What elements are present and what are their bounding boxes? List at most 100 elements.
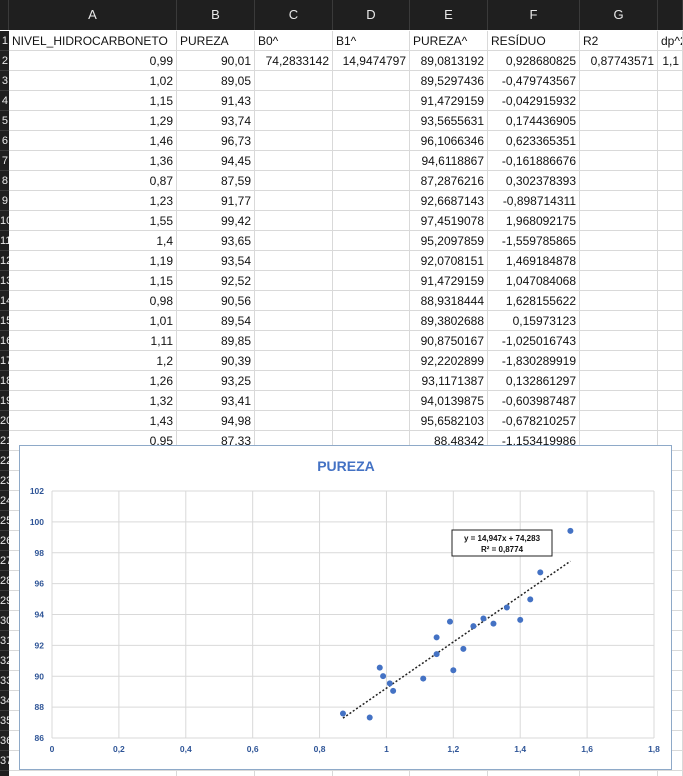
row-header[interactable]: 34 (0, 691, 9, 711)
data-cell[interactable]: 94,45 (177, 151, 255, 171)
data-cell[interactable] (333, 251, 410, 271)
data-cell[interactable] (333, 71, 410, 91)
data-cell[interactable] (333, 331, 410, 351)
empty-cell[interactable] (177, 771, 255, 776)
row-header[interactable]: 31 (0, 631, 9, 651)
data-cell[interactable]: 1,46 (9, 131, 177, 151)
data-cell[interactable] (658, 331, 683, 351)
data-cell[interactable]: 0,302378393 (488, 171, 580, 191)
data-cell[interactable] (255, 371, 333, 391)
row-header[interactable]: 29 (0, 591, 9, 611)
data-cell[interactable] (255, 351, 333, 371)
row-header[interactable]: 17 (0, 351, 9, 371)
data-cell[interactable] (255, 411, 333, 431)
data-cell[interactable] (333, 231, 410, 251)
data-cell[interactable] (658, 411, 683, 431)
row-header[interactable]: 22 (0, 451, 9, 471)
data-cell[interactable] (658, 171, 683, 191)
row-header[interactable]: 25 (0, 511, 9, 531)
data-cell[interactable]: 14,9474797 (333, 51, 410, 71)
data-cell[interactable] (333, 91, 410, 111)
data-cell[interactable] (580, 351, 658, 371)
data-cell[interactable] (580, 331, 658, 351)
row-header[interactable]: 36 (0, 731, 9, 751)
data-cell[interactable] (333, 391, 410, 411)
data-cell[interactable]: 1,1 (658, 51, 683, 71)
data-cell[interactable]: 90,56 (177, 291, 255, 311)
data-cell[interactable]: 0,15973123 (488, 311, 580, 331)
header-cell[interactable]: B0^ (255, 31, 333, 51)
data-cell[interactable] (658, 311, 683, 331)
row-header[interactable]: 27 (0, 551, 9, 571)
data-cell[interactable] (255, 171, 333, 191)
row-header[interactable]: 28 (0, 571, 9, 591)
row-header[interactable]: 10 (0, 211, 9, 231)
data-cell[interactable] (580, 231, 658, 251)
data-cell[interactable]: -0,603987487 (488, 391, 580, 411)
row-header[interactable]: 23 (0, 471, 9, 491)
data-cell[interactable]: 0,623365351 (488, 131, 580, 151)
row-header[interactable]: 12 (0, 251, 9, 271)
row-header[interactable]: 24 (0, 491, 9, 511)
data-cell[interactable] (255, 311, 333, 331)
data-cell[interactable]: 1,55 (9, 211, 177, 231)
data-cell[interactable]: 1,36 (9, 151, 177, 171)
data-cell[interactable] (580, 251, 658, 271)
data-cell[interactable] (333, 131, 410, 151)
data-cell[interactable]: 91,4729159 (410, 91, 488, 111)
data-cell[interactable] (333, 191, 410, 211)
empty-cell[interactable] (580, 771, 658, 776)
data-cell[interactable]: -0,479743567 (488, 71, 580, 91)
header-cell[interactable]: NIVEL_HIDROCARBONETO (9, 31, 177, 51)
data-cell[interactable] (580, 111, 658, 131)
data-cell[interactable]: -1,559785865 (488, 231, 580, 251)
data-cell[interactable]: 89,85 (177, 331, 255, 351)
data-cell[interactable] (580, 311, 658, 331)
data-cell[interactable]: 1,15 (9, 271, 177, 291)
data-cell[interactable] (255, 331, 333, 351)
data-cell[interactable]: 0,87743571 (580, 51, 658, 71)
data-cell[interactable] (333, 311, 410, 331)
data-cell[interactable] (255, 191, 333, 211)
empty-cell[interactable] (9, 771, 177, 776)
row-header[interactable]: 35 (0, 711, 9, 731)
data-cell[interactable]: 91,43 (177, 91, 255, 111)
row-header[interactable]: 16 (0, 331, 9, 351)
data-cell[interactable] (255, 251, 333, 271)
data-cell[interactable] (333, 411, 410, 431)
row-header[interactable]: 3 (0, 71, 9, 91)
data-cell[interactable]: 89,5297436 (410, 71, 488, 91)
data-cell[interactable]: -1,830289919 (488, 351, 580, 371)
row-header[interactable]: 6 (0, 131, 9, 151)
row-header[interactable]: 19 (0, 391, 9, 411)
data-cell[interactable]: 1,4 (9, 231, 177, 251)
row-header[interactable]: 5 (0, 111, 9, 131)
data-cell[interactable] (580, 291, 658, 311)
row-header[interactable]: 38 (0, 771, 9, 776)
data-cell[interactable] (255, 271, 333, 291)
data-cell[interactable]: 89,3802688 (410, 311, 488, 331)
data-cell[interactable]: 92,0708151 (410, 251, 488, 271)
data-cell[interactable]: 91,4729159 (410, 271, 488, 291)
data-cell[interactable] (333, 291, 410, 311)
data-cell[interactable] (580, 211, 658, 231)
row-header[interactable]: 33 (0, 671, 9, 691)
data-cell[interactable] (333, 351, 410, 371)
row-header[interactable]: 20 (0, 411, 9, 431)
data-cell[interactable]: 1,628155622 (488, 291, 580, 311)
data-cell[interactable]: 93,1171387 (410, 371, 488, 391)
row-header[interactable]: 32 (0, 651, 9, 671)
scatter-chart[interactable]: PUREZA 86 88 90 92 94 96 98 100 102 0 0,2 0,4 0,6 0,8 1… (19, 445, 672, 770)
column-header-d[interactable]: D (333, 0, 410, 30)
data-cell[interactable]: 1,469184878 (488, 251, 580, 271)
column-header-c[interactable]: C (255, 0, 333, 30)
data-cell[interactable] (580, 191, 658, 211)
empty-cell[interactable] (255, 771, 333, 776)
data-cell[interactable]: 0,174436905 (488, 111, 580, 131)
data-cell[interactable] (580, 91, 658, 111)
data-cell[interactable] (580, 271, 658, 291)
data-cell[interactable] (333, 171, 410, 191)
data-cell[interactable]: 91,77 (177, 191, 255, 211)
data-cell[interactable]: 90,8750167 (410, 331, 488, 351)
column-header-f[interactable]: F (488, 0, 580, 30)
